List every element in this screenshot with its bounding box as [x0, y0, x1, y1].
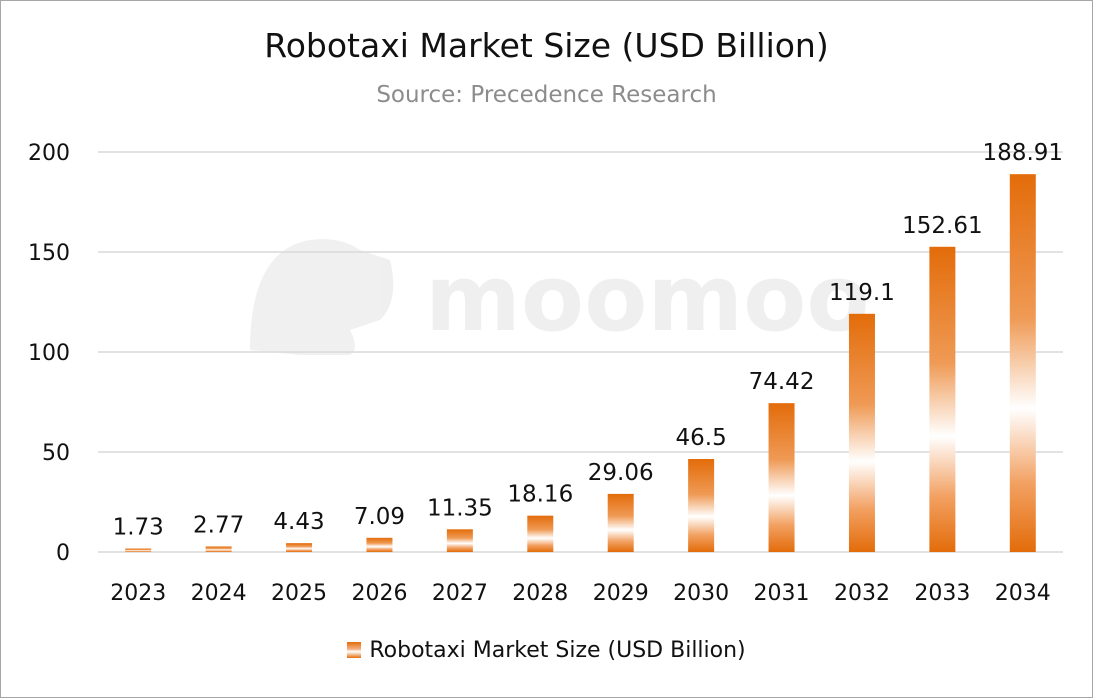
bar-2034: [1009, 174, 1036, 552]
legend-swatch: [347, 642, 362, 658]
bar-2031: [768, 403, 795, 552]
x-tick-label-2025: 2025: [271, 581, 327, 606]
bar-2024: [205, 546, 232, 552]
x-tick-label-2034: 2034: [995, 581, 1051, 606]
bar-2032: [848, 313, 875, 552]
x-tick-label-2026: 2026: [351, 581, 407, 606]
y-axis-ticks: 0 50 100 150 200: [28, 141, 70, 566]
gridlines: [98, 151, 1063, 553]
x-tick-label-2024: 2024: [191, 581, 247, 606]
legend-label: Robotaxi Market Size (USD Billion): [369, 638, 746, 663]
watermark: moomoo: [250, 239, 870, 355]
bar-2030: [688, 459, 715, 552]
data-label-2025: 4.43: [273, 509, 324, 535]
x-tick-label-2031: 2031: [754, 581, 810, 606]
watermark-logo-icon: [250, 239, 394, 355]
data-label-2029: 29.06: [588, 460, 654, 486]
y-tick-label: 100: [28, 341, 70, 366]
y-tick-label: 0: [56, 541, 70, 566]
bar-2026: [366, 537, 393, 552]
data-label-2028: 18.16: [507, 482, 573, 508]
data-label-2031: 74.42: [749, 369, 815, 395]
x-axis-ticks: 2023 2024 2025 2026 2027 2028 2029 2030 2031 2032…: [110, 581, 1051, 606]
x-tick-label-2027: 2027: [432, 581, 488, 606]
legend: Robotaxi Market Size (USD Billion): [0, 638, 1093, 663]
x-tick-label-2033: 2033: [914, 581, 970, 606]
bar-2028: [527, 515, 554, 552]
x-tick-label-2029: 2029: [593, 581, 649, 606]
data-label-2032: 119.1: [829, 280, 895, 306]
x-tick-label-2030: 2030: [673, 581, 729, 606]
chart-title: Robotaxi Market Size (USD Billion): [264, 26, 829, 65]
bar-2025: [286, 543, 313, 552]
bar-2033: [929, 246, 956, 552]
bar-2023: [125, 548, 152, 552]
data-label-2033: 152.61: [902, 213, 982, 239]
watermark-text: moomoo: [425, 245, 870, 352]
y-tick-label: 50: [42, 441, 70, 466]
data-label-2023: 1.73: [113, 515, 164, 541]
bar-2029: [607, 493, 634, 552]
y-tick-label: 150: [28, 241, 70, 266]
data-label-2024: 2.77: [193, 512, 244, 538]
x-tick-label-2028: 2028: [512, 581, 568, 606]
data-label-2027: 11.35: [427, 495, 493, 521]
bar-2027: [446, 529, 473, 552]
y-tick-label: 200: [28, 141, 70, 166]
data-label-2026: 7.09: [354, 504, 405, 530]
data-label-2034: 188.91: [983, 140, 1063, 166]
chart-subtitle: Source: Precedence Research: [376, 82, 717, 108]
x-tick-label-2032: 2032: [834, 581, 890, 606]
data-labels: 1.73 2.77 4.43 7.09 11.35 18.16 29.06 46.5 74.42…: [113, 140, 1063, 540]
data-label-2030: 46.5: [676, 425, 727, 451]
x-tick-label-2023: 2023: [110, 581, 166, 606]
bars: [125, 174, 1036, 552]
